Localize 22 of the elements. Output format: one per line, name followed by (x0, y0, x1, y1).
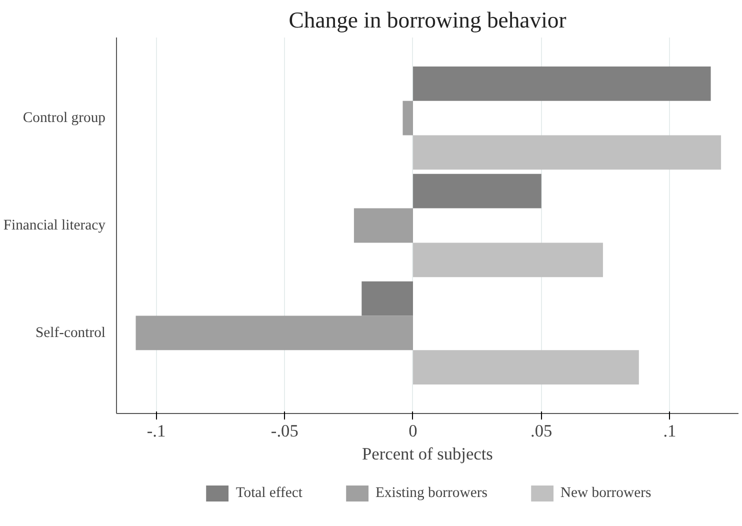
y-tick-label: Self-control (35, 324, 106, 341)
bar (412, 135, 722, 170)
bar (136, 316, 413, 350)
y-tick-label: Financial literacy (3, 218, 106, 234)
x-tick-label: .1 (663, 422, 676, 440)
x-tick-label: -.1 (146, 422, 166, 440)
legend-label: Existing borrowers (375, 484, 488, 502)
chart-title: Change in borrowing behavior (288, 8, 567, 32)
bar (402, 100, 413, 136)
x-tick-label: 0 (408, 422, 418, 440)
bar (354, 208, 413, 243)
x-axis-title: Percent of subjects (362, 444, 494, 464)
bar (362, 281, 413, 316)
bar (412, 350, 639, 384)
legend-label: Total effect (236, 484, 302, 502)
bar (412, 242, 603, 278)
legend-label: New borrowers (560, 484, 652, 502)
bar (412, 66, 711, 101)
x-tick-label: .05 (530, 422, 552, 440)
x-tick-label: -.05 (270, 422, 298, 440)
bar (412, 174, 542, 208)
y-tick-label: Control group (22, 110, 106, 126)
